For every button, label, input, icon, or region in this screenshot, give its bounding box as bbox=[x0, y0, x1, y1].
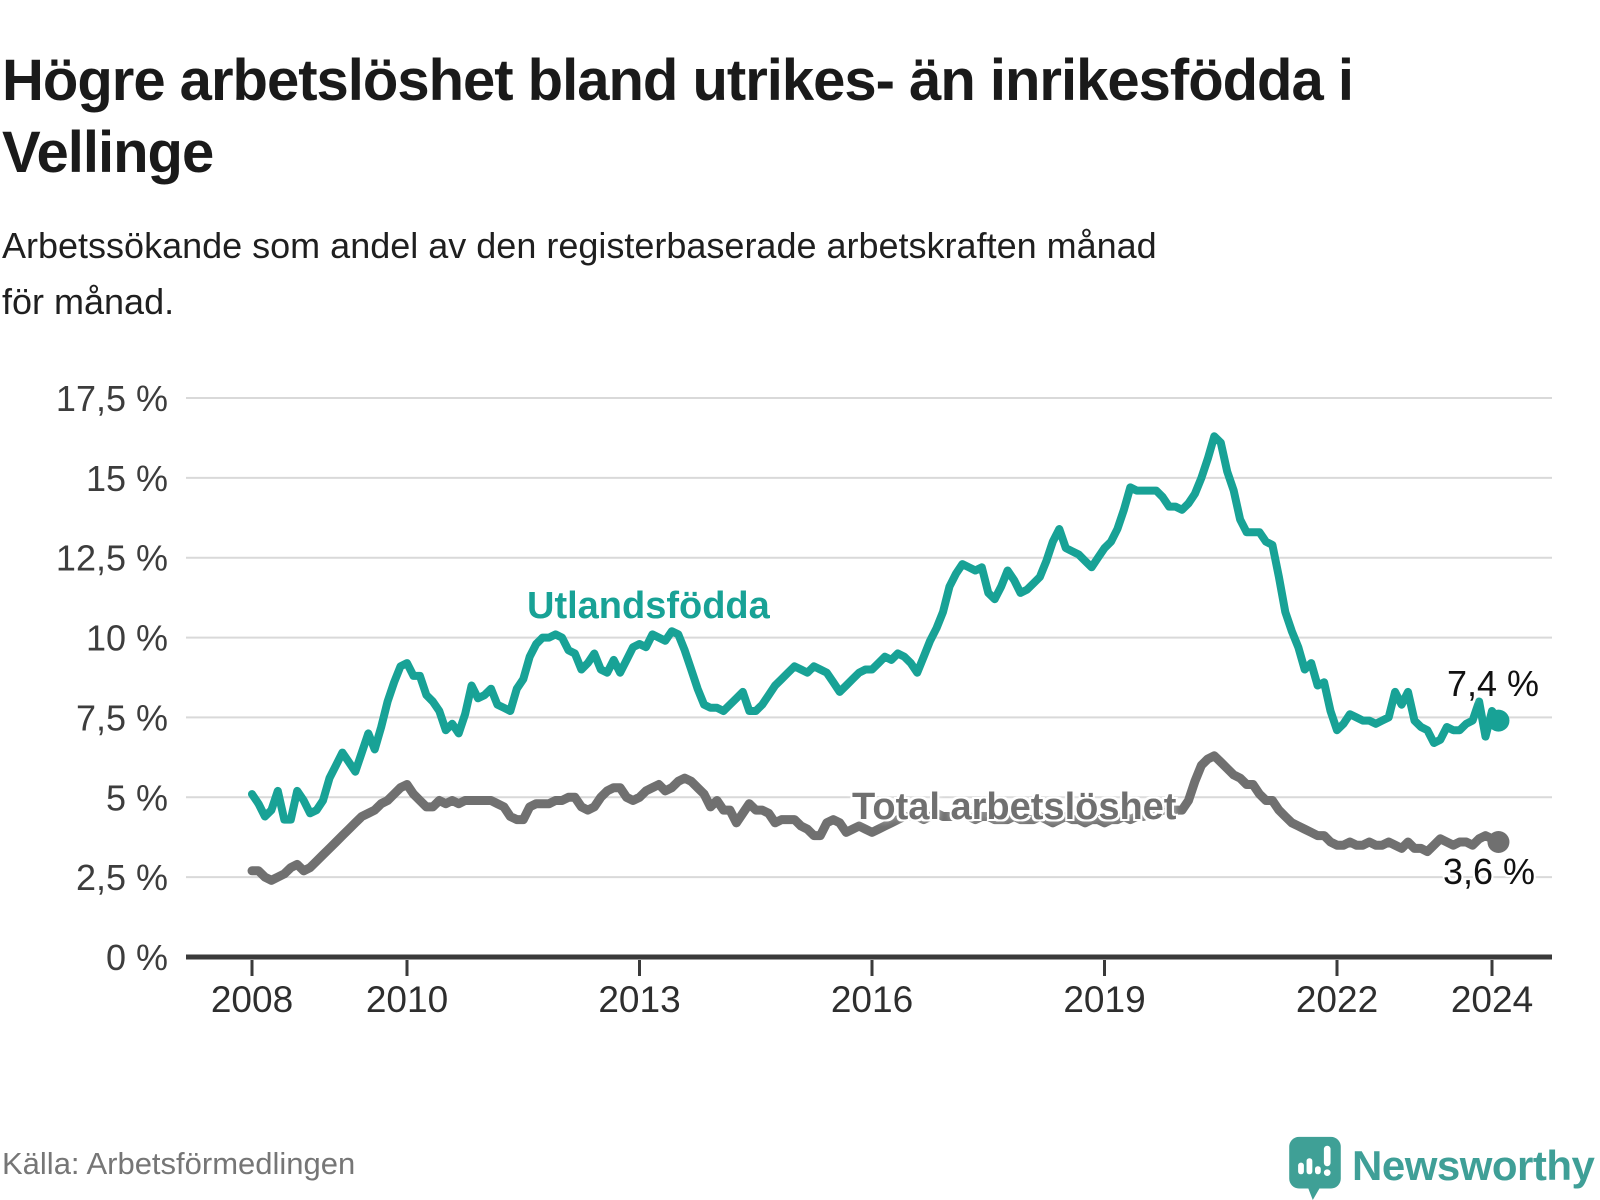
x-axis-label: 2022 bbox=[1296, 979, 1378, 1020]
y-axis-label: 0 % bbox=[106, 937, 168, 978]
series-label-total-arbetsloshet: Total arbetslöshet bbox=[852, 786, 1177, 828]
newsworthy-logo-icon bbox=[1289, 1136, 1341, 1200]
x-axis-label: 2013 bbox=[598, 979, 680, 1020]
x-axis-label: 2010 bbox=[366, 979, 448, 1020]
value-label-total-arbetsloshet: 3,6 % bbox=[1443, 851, 1536, 892]
source-note: Källa: Arbetsförmedlingen bbox=[2, 1146, 356, 1181]
chart-subtitle: Arbetssökande som andel av den registerb… bbox=[2, 225, 1157, 322]
x-axis-label: 2024 bbox=[1451, 979, 1533, 1020]
value-label-utlandsfodda: 7,4 % bbox=[1447, 663, 1540, 704]
series-label-utlandsfodda: Utlandsfödda bbox=[527, 585, 770, 627]
y-axis-label: 10 % bbox=[86, 618, 168, 659]
chart-title: Högre arbetslöshet bland utrikes- än inr… bbox=[2, 47, 1354, 185]
y-axis-label: 12,5 % bbox=[56, 538, 168, 579]
x-axis-label: 2016 bbox=[831, 979, 913, 1020]
newsworthy-logo-text: Newsworthy bbox=[1352, 1142, 1595, 1189]
y-axis-label: 5 % bbox=[106, 777, 168, 818]
series-end-dot-utlandsfodda bbox=[1487, 709, 1510, 732]
series-line-total-arbetsloshet bbox=[247, 751, 1503, 885]
y-axis-label: 15 % bbox=[86, 458, 168, 499]
y-axis-label: 7,5 % bbox=[76, 697, 168, 738]
y-axis-label: 17,5 % bbox=[56, 378, 168, 419]
y-axis-label: 2,5 % bbox=[76, 857, 168, 898]
plot-area: 0 % 2,5 % 5 % 7,5 % 10 % 12,5 % 15 % 17,5 % 2008… bbox=[56, 378, 1552, 1020]
x-axis-label: 2019 bbox=[1063, 979, 1145, 1020]
series-line-utlandsfodda bbox=[248, 432, 1503, 824]
x-axis-label: 2008 bbox=[211, 979, 293, 1020]
series-end-dot-total-arbetsloshet bbox=[1487, 831, 1510, 854]
